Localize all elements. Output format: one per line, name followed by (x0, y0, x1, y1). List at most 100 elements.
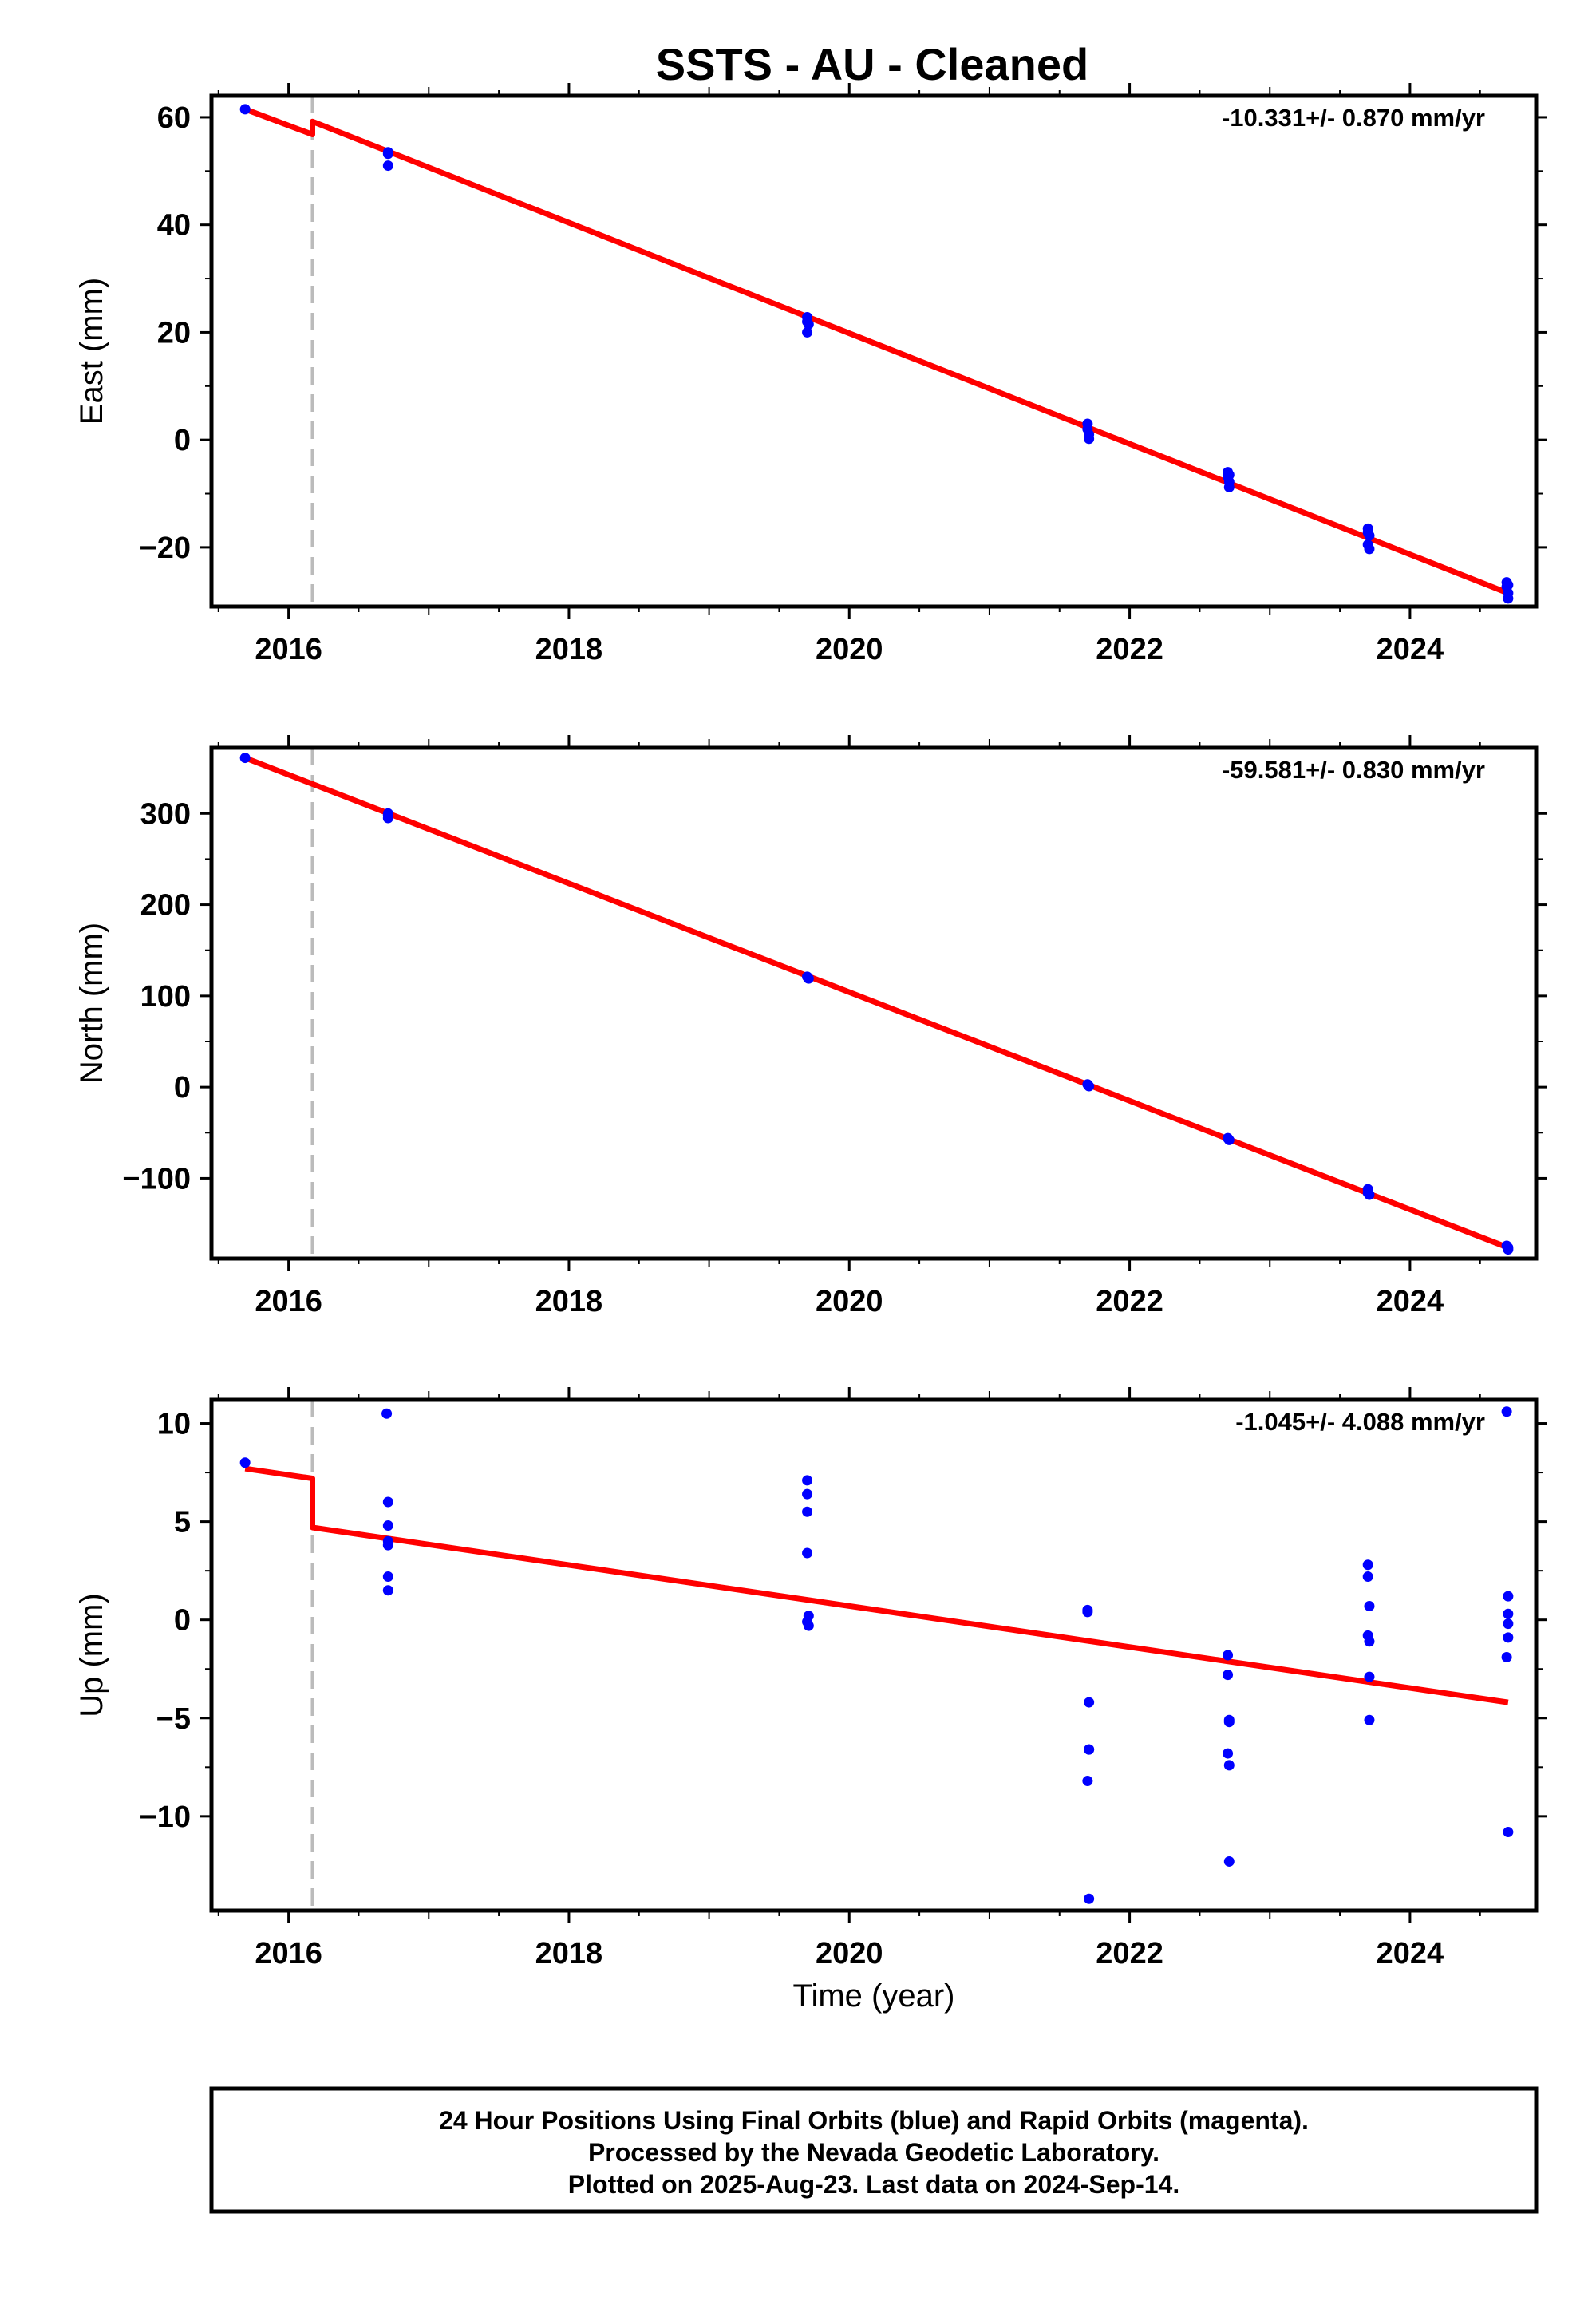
data-point (1364, 1189, 1375, 1200)
data-point (1503, 1618, 1514, 1630)
data-point (1084, 1893, 1095, 1904)
model-line (243, 755, 1510, 1251)
data-point (1084, 1744, 1095, 1755)
data-point (1223, 1856, 1235, 1867)
data-point (1503, 1244, 1514, 1255)
x-tick-label: 2016 (255, 1285, 322, 1318)
footer-line-2: Processed by the Nevada Geodetic Laborat… (588, 2138, 1159, 2167)
data-point (1084, 1081, 1095, 1092)
model-line (244, 1465, 1509, 1705)
data-point (382, 1585, 393, 1596)
chart-title: SSTS - AU - Cleaned (656, 39, 1088, 89)
data-point (1223, 481, 1235, 492)
plot-frame (209, 745, 1539, 1261)
y-tick-label: 5 (174, 1506, 191, 1539)
x-tick-label: 2016 (255, 633, 322, 666)
data-point (1223, 1717, 1235, 1728)
x-tick-label: 2020 (816, 1937, 883, 1970)
footer-line-1: 24 Hour Positions Using Final Orbits (bl… (439, 2106, 1309, 2135)
data-point (1223, 1670, 1234, 1681)
x-tick-label: 2022 (1096, 1285, 1163, 1318)
data-point (1503, 1608, 1514, 1619)
rate-annotation: -1.045+/- 4.088 mm/yr (1235, 1408, 1485, 1436)
data-point (381, 1408, 393, 1419)
data-point (1082, 1776, 1093, 1787)
data-point (1501, 1406, 1512, 1417)
y-tick-label: 300 (140, 797, 191, 831)
y-axis-title: Up (mm) (74, 1593, 109, 1717)
y-tick-label: 10 (157, 1408, 191, 1441)
y-tick-label: 20 (157, 316, 191, 350)
x-tick-label: 2020 (816, 1285, 883, 1318)
x-tick-label: 2024 (1377, 633, 1444, 666)
data-point (1362, 1571, 1373, 1583)
data-point (1501, 1651, 1512, 1662)
data-point (382, 1571, 393, 1583)
data-point (1364, 1636, 1375, 1647)
data-point (1084, 1697, 1095, 1708)
x-tick-label: 2018 (535, 633, 603, 666)
data-point (803, 318, 814, 330)
x-tick-label: 2018 (535, 1285, 603, 1318)
y-axis-title: North (mm) (74, 923, 109, 1084)
model-line (243, 106, 1510, 596)
panel-1: 60 40 20 0 −20 2016 2018 2020 2022 2024 -10.331+/-… (74, 83, 1547, 666)
data-point (803, 973, 814, 984)
data-point (1364, 530, 1375, 541)
data-point (382, 1520, 393, 1531)
y-tick-label: −20 (140, 532, 191, 565)
data-point (802, 1506, 813, 1517)
footer-box: 24 Hour Positions Using Final Orbits (bl… (209, 2086, 1539, 2214)
x-tick-label: 2024 (1377, 1937, 1444, 1970)
data-point (1362, 1559, 1373, 1571)
data-point (803, 1620, 814, 1631)
data-point (239, 104, 251, 115)
data-point (382, 812, 393, 824)
data-point (1503, 1591, 1514, 1602)
plot-frame (209, 1397, 1539, 1913)
rate-annotation: -59.581+/- 0.830 mm/yr (1222, 756, 1485, 784)
x-axis-title: Time (year) (793, 1978, 955, 2014)
x-tick-label: 2022 (1096, 1937, 1163, 1970)
data-point (1364, 543, 1375, 555)
data-point (1364, 1714, 1375, 1725)
data-point (1223, 1650, 1234, 1661)
data-point (1503, 1827, 1514, 1838)
x-tick-label: 2018 (535, 1937, 603, 1970)
plot-frame (209, 93, 1539, 609)
x-tick-label: 2022 (1096, 633, 1163, 666)
data-point (382, 160, 393, 172)
y-tick-label: −10 (140, 1800, 191, 1834)
panel-3: 10 5 0 −5 −10 2016 2018 2020 2022 2024 -1.045+/- 4… (74, 1387, 1547, 2014)
y-tick-label: −5 (156, 1702, 191, 1736)
data-point (1223, 1760, 1235, 1771)
data-point (382, 1496, 393, 1508)
y-tick-label: −100 (122, 1162, 191, 1196)
data-point (802, 326, 813, 338)
rate-annotation: -10.331+/- 0.870 mm/yr (1222, 104, 1485, 132)
data-point (382, 148, 393, 160)
y-axis-title: East (mm) (74, 278, 109, 425)
footer-line-3: Plotted on 2025-Aug-23. Last data on 202… (568, 2170, 1179, 2199)
data-point (1503, 593, 1514, 604)
y-tick-label: 40 (157, 209, 191, 243)
data-point (802, 1488, 813, 1500)
data-point (802, 1547, 813, 1559)
y-tick-label: 0 (174, 1604, 191, 1638)
x-tick-label: 2016 (255, 1937, 322, 1970)
y-tick-label: 200 (140, 889, 191, 923)
data-point (1503, 1632, 1514, 1643)
data-point (239, 753, 251, 764)
y-tick-label: 100 (140, 980, 191, 1014)
data-point (1223, 469, 1235, 480)
y-tick-label: 0 (174, 1071, 191, 1105)
data-point (1503, 579, 1514, 591)
data-point (802, 1475, 813, 1486)
data-point (382, 1539, 393, 1551)
y-tick-label: 0 (174, 424, 191, 457)
y-tick-label: 60 (157, 101, 191, 135)
panel-2: 300 200 100 0 −100 2016 2018 2020 2022 2024 -59.58… (74, 735, 1547, 1318)
data-point (1223, 1134, 1235, 1145)
